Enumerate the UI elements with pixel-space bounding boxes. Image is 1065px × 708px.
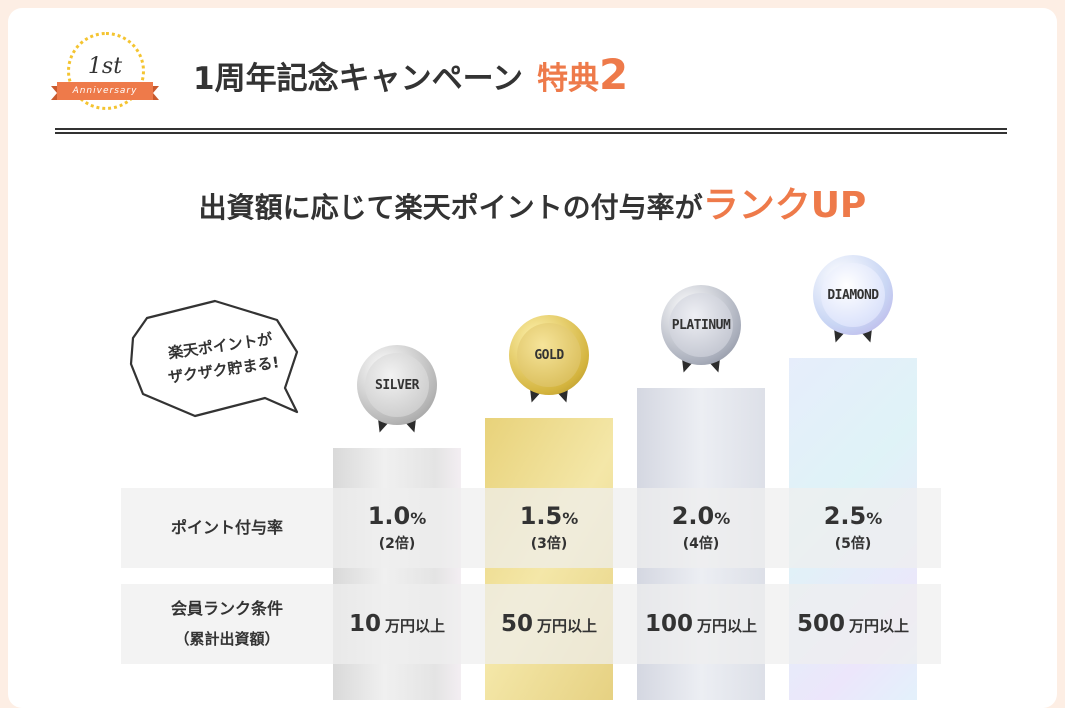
platinum-medal-icon: PLATINUM (661, 285, 741, 381)
title-rule-bottom (55, 132, 1007, 134)
condition-amount: 50 (500, 611, 533, 637)
rate-value: 1.5 (519, 501, 563, 530)
condition-amount: 10 (348, 611, 381, 637)
diamond-medal-icon: DIAMOND (813, 255, 893, 351)
point-rate-label: ポイント付与率 (121, 488, 333, 568)
rate-multiplier: (3倍) (530, 535, 568, 552)
speech-bubble-shape (129, 299, 299, 418)
subheading-accent: ランクUP (702, 185, 867, 226)
rate-unit: % (562, 508, 579, 528)
rank-condition-label: 会員ランク条件 （累計出資額） (121, 584, 333, 664)
rate-value: 2.0 (671, 501, 715, 530)
rate-unit: % (410, 508, 427, 528)
subheading: 出資額に応じて楽天ポイントの付与率がランクUP (0, 176, 1065, 228)
rate-multiplier: (5倍) (834, 535, 872, 552)
condition-unit: 万円以上 (849, 617, 910, 635)
rate-value: 2.5 (823, 501, 867, 530)
title-accent: 特典 (537, 61, 600, 97)
rate-multiplier: (4倍) (682, 535, 720, 552)
rate-unit: % (866, 508, 883, 528)
silver-medal-icon: SILVER (357, 345, 437, 441)
badge-ordinal: 1st (87, 54, 123, 79)
diamond-medal-label: DIAMOND (821, 263, 885, 327)
anniversary-badge: 1st Anniversary (51, 32, 159, 112)
page-title: 1周年記念キャンペーン 特典2 (193, 50, 628, 99)
title-rule-top (55, 128, 1007, 130)
subheading-text: 出資額に応じて楽天ポイントの付与率が (198, 191, 703, 224)
condition-cell-silver: 10 万円以上 (333, 584, 461, 664)
speech-bubble: 楽天ポイントが ザクザク貯まる! (125, 298, 311, 420)
rate-value: 1.0 (367, 501, 411, 530)
silver-medal-label: SILVER (365, 353, 429, 417)
condition-cell-diamond: 500 万円以上 (789, 584, 917, 664)
condition-cell-gold: 50 万円以上 (485, 584, 613, 664)
condition-unit: 万円以上 (697, 617, 758, 635)
rate-cell-silver: 1.0% (2倍) (333, 488, 461, 568)
condition-unit: 万円以上 (385, 617, 446, 635)
rate-unit: % (714, 508, 731, 528)
rank-condition-label-text: 会員ランク条件 (170, 599, 283, 618)
badge-ribbon: Anniversary (51, 82, 159, 100)
rank-condition-row: 会員ランク条件 （累計出資額） 10 万円以上 50 万円以上 100 万円以上 50… (121, 584, 941, 664)
condition-amount: 500 (796, 611, 845, 637)
title-text: 1周年記念キャンペーン (193, 61, 524, 97)
gold-medal-label: GOLD (517, 323, 581, 387)
point-rate-label-text: ポイント付与率 (170, 518, 283, 537)
condition-unit: 万円以上 (537, 617, 598, 635)
title-accent-number: 2 (599, 50, 629, 99)
condition-cell-platinum: 100 万円以上 (637, 584, 765, 664)
rate-cell-platinum: 2.0% (4倍) (637, 488, 765, 568)
rate-cell-diamond: 2.5% (5倍) (789, 488, 917, 568)
gold-medal-icon: GOLD (509, 315, 589, 411)
point-rate-row: ポイント付与率 1.0% (2倍) 1.5% (3倍) 2.0% (4倍) 2.… (121, 488, 941, 568)
rate-cell-gold: 1.5% (3倍) (485, 488, 613, 568)
rank-condition-sublabel: （累計出資額） (174, 630, 280, 648)
condition-amount: 100 (644, 611, 693, 637)
platinum-medal-label: PLATINUM (669, 293, 733, 357)
rate-multiplier: (2倍) (378, 535, 416, 552)
